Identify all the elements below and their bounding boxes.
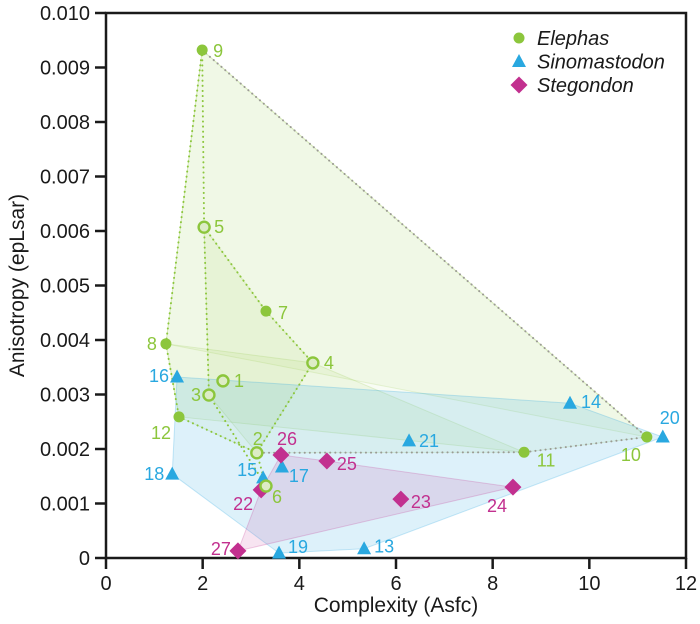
point-13-label: 13 [374, 537, 394, 557]
point-2-label: 2 [253, 429, 263, 449]
point-7-label: 7 [278, 303, 288, 323]
point-10-label: 10 [621, 445, 641, 465]
legend-marker-elephas [513, 32, 525, 44]
y-tick-label-0.002: 0.002 [40, 439, 90, 461]
point-23-label: 23 [411, 492, 431, 512]
point-18-label: 18 [144, 464, 164, 484]
point-19-marker [272, 545, 287, 559]
y-tick-label-0.009: 0.009 [40, 58, 90, 80]
point-5-label: 5 [214, 217, 224, 237]
point-7-marker [260, 305, 272, 317]
hull-edge-10-11 [523, 436, 648, 454]
point-15-label: 15 [237, 460, 257, 480]
y-tick-label-0.008: 0.008 [40, 112, 90, 134]
point-3-marker [202, 388, 216, 402]
point-14-label: 14 [581, 392, 601, 412]
legend-marker-sinomastodon [512, 54, 526, 67]
y-tick-label-0: 0 [79, 548, 90, 570]
point-17-marker [274, 459, 289, 473]
point-14-marker [563, 395, 577, 409]
point-11-label: 11 [537, 450, 556, 470]
point-3-label: 3 [191, 385, 201, 405]
point-16-label: 16 [149, 366, 169, 386]
x-tick-label-8: 8 [487, 573, 498, 595]
y-axis-title: Anisotropy (epLsar) [6, 194, 29, 377]
y-tick-label-0.003: 0.003 [40, 385, 90, 407]
legend-marker-stegondon [510, 76, 528, 94]
point-2-marker [250, 446, 264, 460]
point-24-label: 24 [487, 496, 507, 516]
point-26-label: 26 [277, 429, 297, 449]
x-tick-label-12: 12 [675, 573, 697, 595]
point-20-marker [655, 429, 670, 443]
hull-edge-9-8 [164, 49, 204, 345]
hull-edge-12-2 [177, 415, 258, 454]
legend-label-stegondon: Stegondon [537, 75, 634, 97]
point-1-label: 1 [234, 371, 244, 391]
x-tick-label-0: 0 [100, 573, 111, 595]
point-23-marker [392, 490, 410, 508]
point-21-marker [402, 433, 417, 447]
point-9-marker [196, 44, 208, 56]
y-tick-label-0.007: 0.007 [40, 167, 90, 189]
point-10-marker [641, 431, 653, 443]
x-tick-label-6: 6 [390, 573, 401, 595]
y-tick-label-0.001: 0.001 [40, 494, 90, 516]
point-6-marker [259, 479, 273, 493]
point-17-label: 17 [289, 466, 309, 486]
x-tick-label-2: 2 [197, 573, 208, 595]
point-4-marker [306, 356, 320, 370]
point-21-label: 21 [419, 431, 439, 451]
point-8-label: 8 [147, 334, 157, 354]
hull-edge-11-2 [255, 451, 526, 454]
point-26-marker [272, 446, 290, 464]
hull-edge-8-12 [164, 342, 180, 418]
point-18-marker [165, 466, 180, 480]
point-4-label: 4 [324, 353, 334, 373]
point-6-label: 6 [272, 487, 282, 507]
legend-label-sinomastodon: Sinomastodon [537, 52, 665, 74]
point-27-marker [229, 542, 247, 560]
hull-edge-7-4 [264, 310, 314, 364]
hull-edge-5-7 [203, 226, 267, 313]
y-tick-label-0.010: 0.010 [40, 3, 90, 25]
y-tick-label-0.004: 0.004 [40, 330, 90, 352]
y-tick-label-0.005: 0.005 [40, 276, 90, 298]
point-25-label: 25 [337, 454, 357, 474]
point-9-label: 9 [213, 41, 223, 61]
point-19-label: 19 [288, 537, 308, 557]
point-1-marker [216, 374, 230, 388]
hull-edge-9-5 [201, 49, 206, 229]
point-8-marker [160, 338, 172, 350]
point-5-marker [197, 220, 211, 234]
point-27-label: 27 [211, 539, 231, 559]
x-axis-title: Complexity (Asfc) [314, 594, 479, 617]
point-11-marker [518, 446, 530, 458]
x-tick-label-4: 4 [294, 573, 305, 595]
point-22-label: 22 [233, 494, 253, 514]
point-16-marker [170, 369, 185, 383]
point-13-marker [357, 541, 372, 555]
point-20-label: 20 [660, 408, 680, 428]
point-24-marker [504, 478, 522, 496]
point-12-label: 12 [151, 423, 171, 443]
point-12-marker [173, 411, 185, 423]
y-tick-label-0.006: 0.006 [40, 221, 90, 243]
point-25-marker [318, 452, 336, 470]
legend-label-elephas: Elephas [537, 28, 609, 50]
x-tick-label-10: 10 [578, 573, 600, 595]
